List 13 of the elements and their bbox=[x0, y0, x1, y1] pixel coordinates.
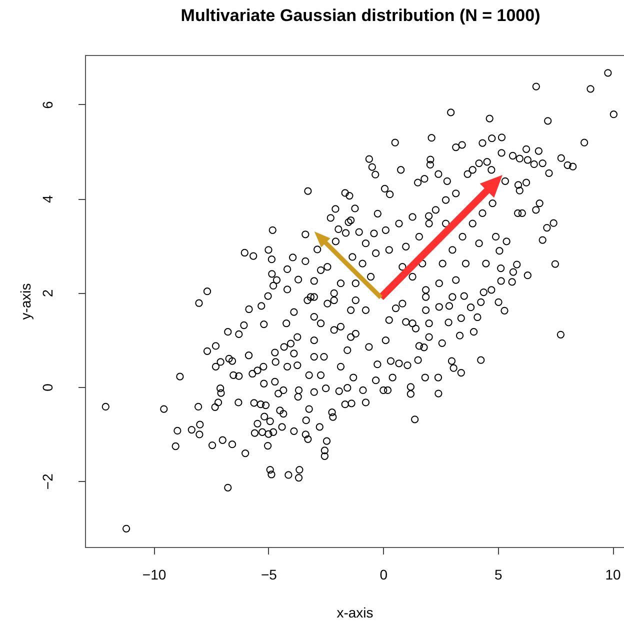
x-axis-title: x-axis bbox=[336, 604, 374, 620]
y-tick-label: 2 bbox=[40, 289, 56, 298]
y-tick-label: 4 bbox=[40, 194, 56, 203]
x-tick-label: 10 bbox=[605, 566, 622, 582]
x-tick-label: 0 bbox=[380, 566, 388, 582]
chart-title: Multivariate Gaussian distribution (N = 1000) bbox=[180, 6, 540, 25]
x-tick-label: 5 bbox=[494, 566, 502, 582]
x-tick-label: −10 bbox=[142, 566, 166, 582]
y-tick-label: 6 bbox=[40, 100, 56, 109]
y-tick-label: 0 bbox=[40, 383, 56, 392]
y-tick-label: −2 bbox=[40, 473, 56, 490]
y-axis-title: y-axis bbox=[18, 283, 34, 320]
x-tick-label: −5 bbox=[261, 566, 278, 582]
